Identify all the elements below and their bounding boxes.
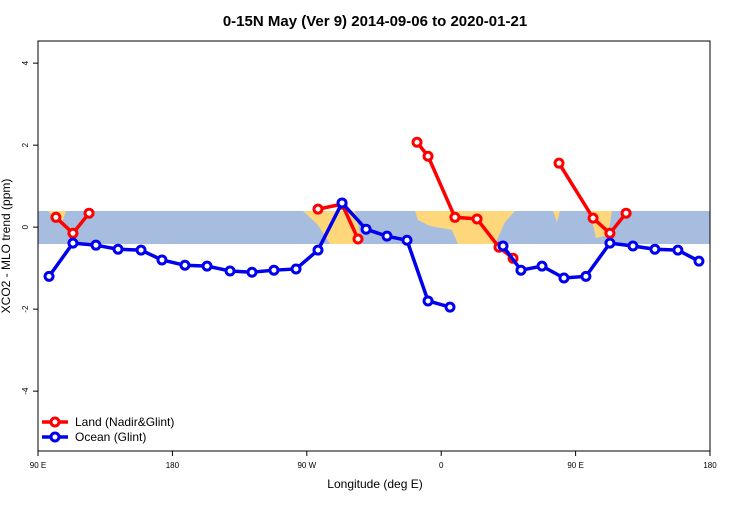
y-tick-label: 4: [21, 60, 30, 65]
legend-label: Land (Nadir&Glint): [75, 415, 174, 429]
point: [422, 295, 434, 307]
point: [536, 260, 548, 272]
point: [67, 237, 79, 249]
x-tick-label: 0: [439, 461, 444, 470]
point: [515, 264, 527, 276]
legend-marker: [49, 431, 61, 443]
point: [135, 244, 147, 256]
y-tick-label: -2: [21, 305, 30, 313]
y-tick-label: 0: [21, 224, 30, 229]
point: [246, 266, 258, 278]
point: [649, 243, 661, 255]
x-axis-label: Longitude (deg E): [327, 477, 422, 491]
point: [312, 244, 324, 256]
point: [580, 270, 592, 282]
point: [693, 255, 705, 267]
land-shape: [553, 211, 560, 222]
point: [67, 227, 79, 239]
point: [179, 259, 191, 271]
point: [156, 254, 168, 266]
y-tick-label: 2: [21, 142, 30, 147]
point: [604, 227, 616, 239]
y-tick-label: -4: [21, 387, 30, 395]
x-tick-label: 90 E: [567, 461, 583, 470]
point: [620, 207, 632, 219]
point: [360, 223, 372, 235]
legend-label: Ocean (Glint): [75, 430, 146, 444]
x-tick-label: 180: [703, 461, 717, 470]
point: [83, 207, 95, 219]
point: [50, 211, 62, 223]
point: [43, 270, 55, 282]
x-tick-label: 180: [166, 461, 180, 470]
plot-frame: [37, 40, 711, 452]
x-tick-label: 90 W: [297, 461, 316, 470]
point: [672, 244, 684, 256]
point: [604, 237, 616, 249]
point: [224, 265, 236, 277]
point: [112, 243, 124, 255]
point: [201, 260, 213, 272]
point: [422, 150, 434, 162]
point: [312, 203, 324, 215]
point: [587, 212, 599, 224]
point: [411, 136, 423, 148]
x-tick-label: 90 E: [30, 461, 46, 470]
point: [401, 234, 413, 246]
point: [381, 230, 393, 242]
point: [553, 157, 565, 169]
point: [558, 272, 570, 284]
point: [627, 240, 639, 252]
point: [449, 211, 461, 223]
y-axis-label: XCO2 - MLO trend (ppm): [0, 179, 13, 314]
point: [352, 233, 364, 245]
point: [336, 197, 348, 209]
point: [497, 240, 509, 252]
point: [290, 263, 302, 275]
point: [268, 264, 280, 276]
point: [471, 213, 483, 225]
chart-title: 0-15N May (Ver 9) 2014-09-06 to 2020-01-…: [223, 13, 527, 30]
point: [444, 301, 456, 313]
point: [90, 239, 102, 251]
legend-marker: [49, 416, 61, 428]
